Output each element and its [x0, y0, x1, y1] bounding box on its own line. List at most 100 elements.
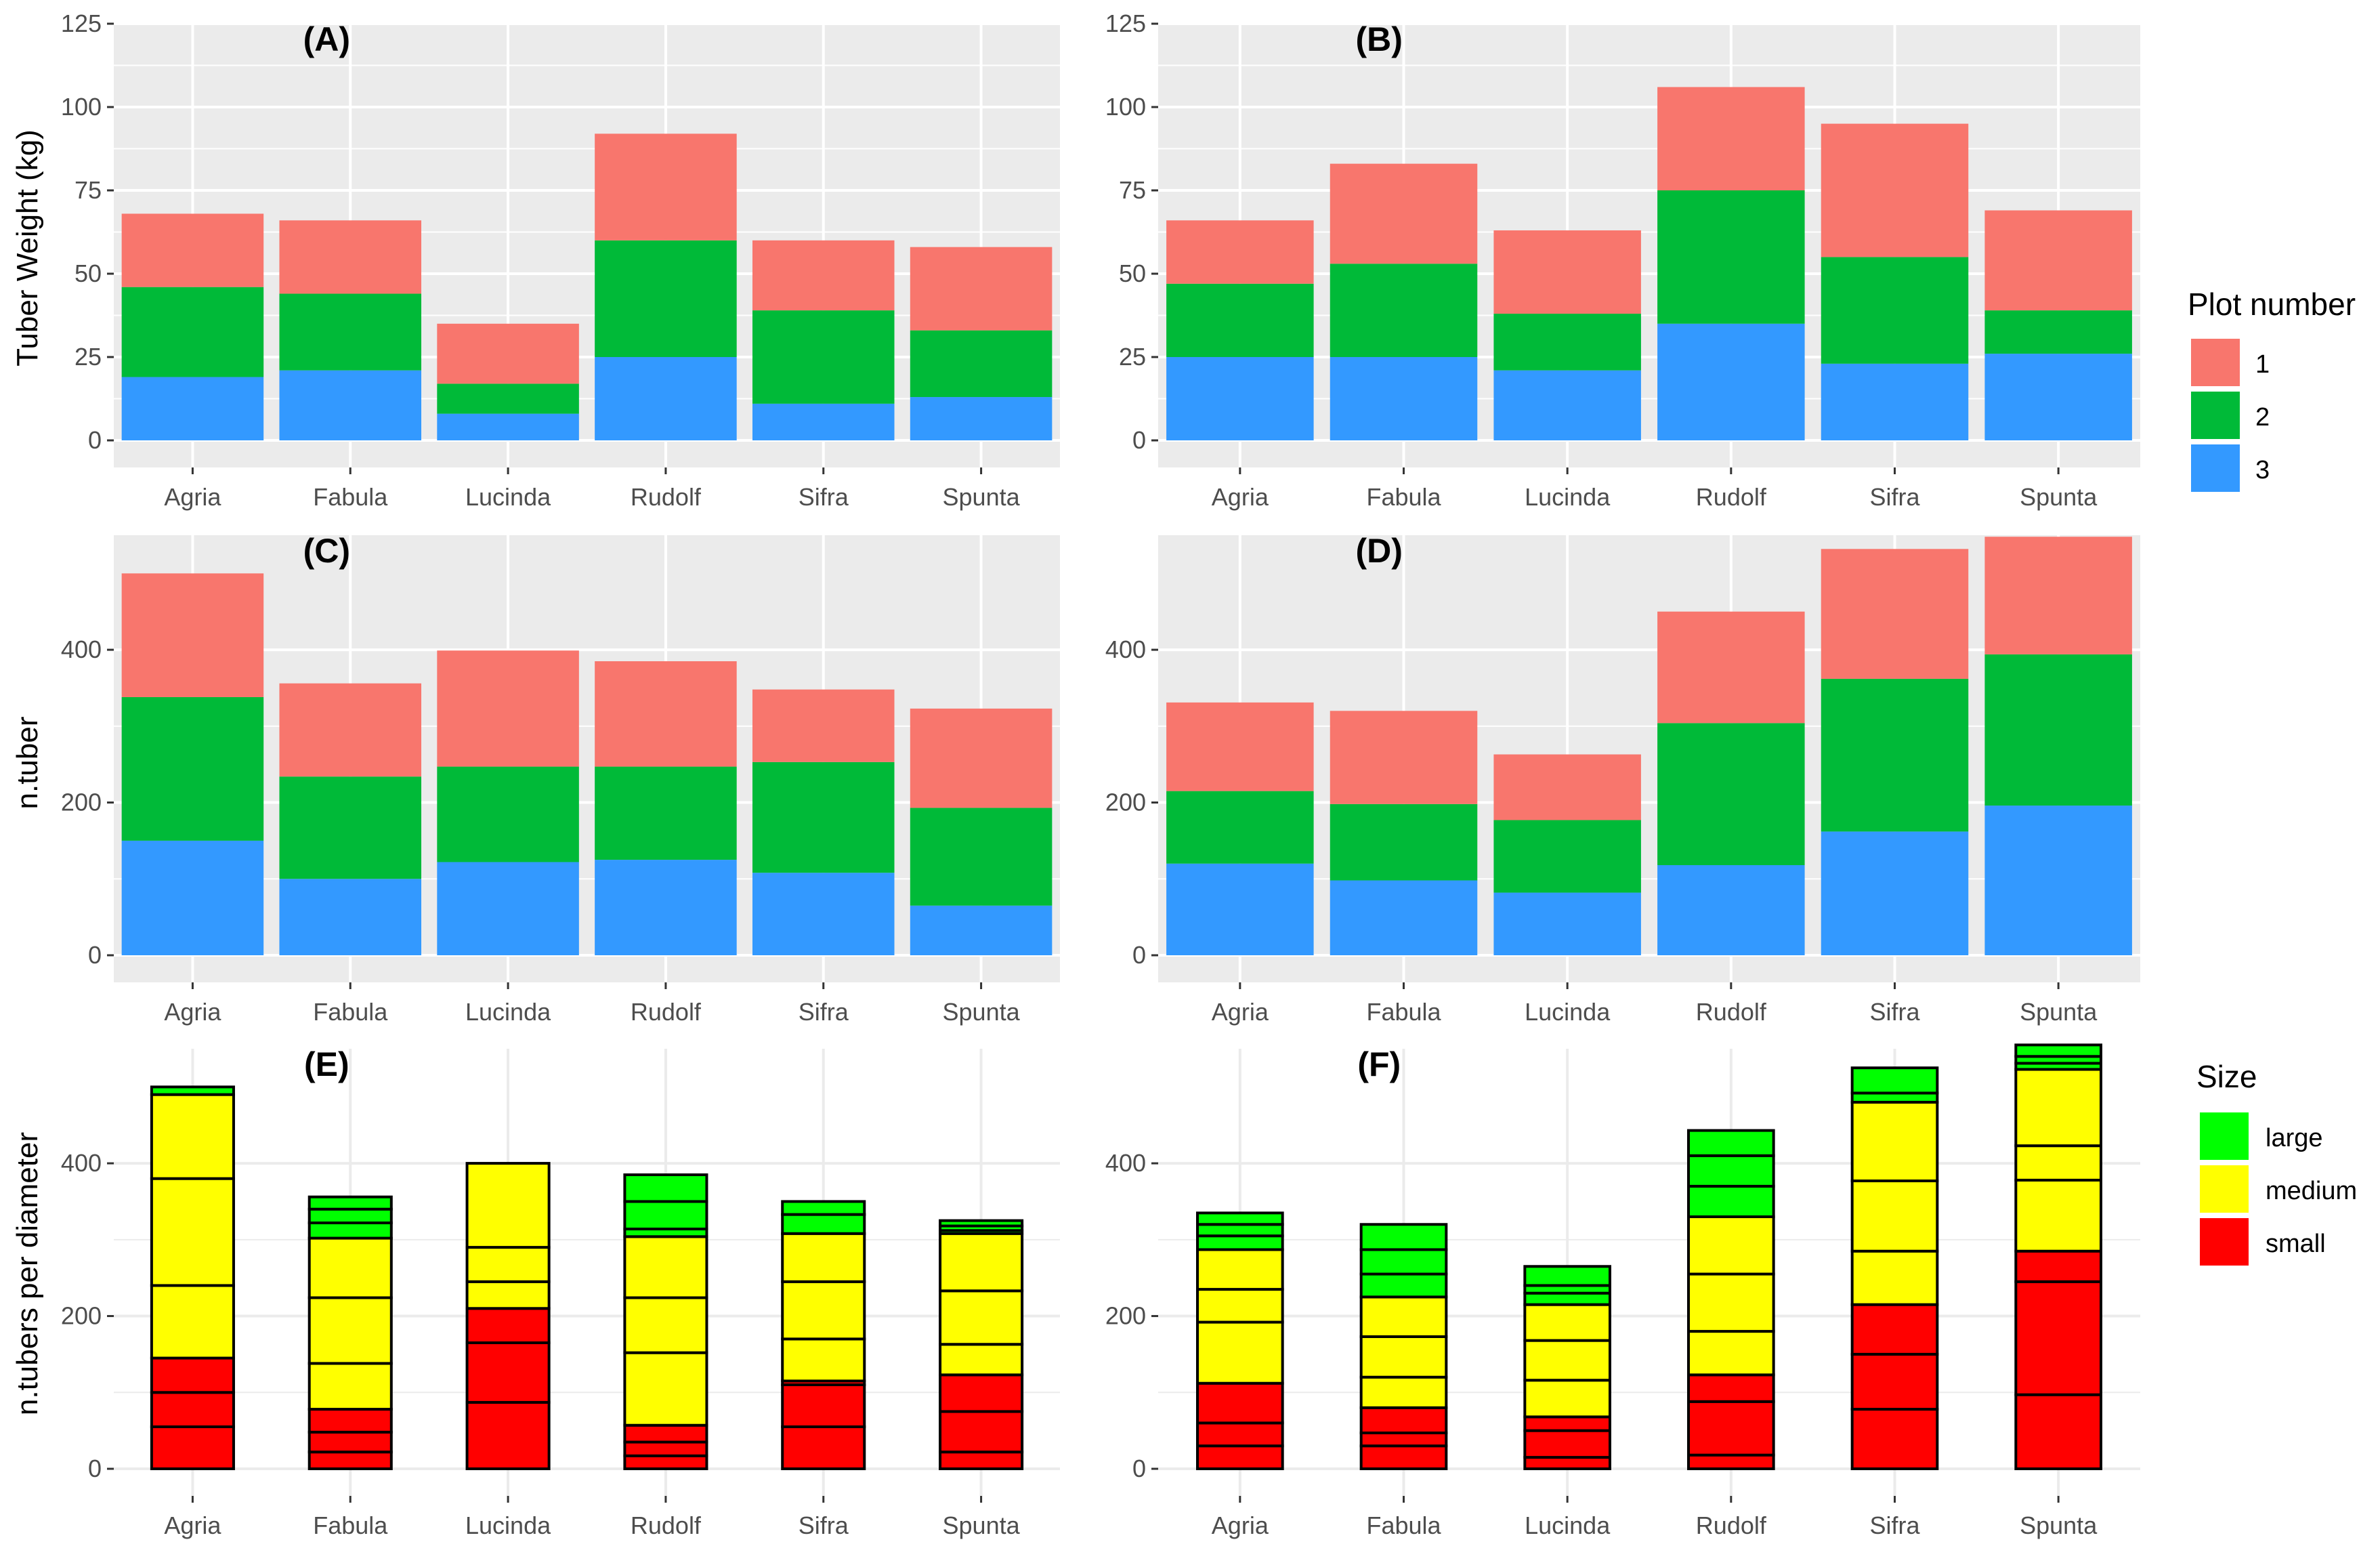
bar-e-rudolf-medium-seg3 — [623, 1351, 708, 1427]
bar-a-spunta-plot3 — [910, 397, 1053, 440]
x-tick-label-sifra: Sifra — [1869, 998, 1920, 1026]
y-tick-label: 0 — [88, 426, 102, 454]
y-tick-label: 0 — [1132, 1455, 1146, 1482]
x-tick-label-lucinda: Lucinda — [465, 1511, 551, 1539]
x-tick-label-fabula: Fabula — [1366, 1511, 1441, 1539]
bar-c-lucinda-plot1 — [437, 650, 579, 767]
bar-f-agria-large-seg6 — [1196, 1234, 1284, 1251]
bar-c-lucinda-plot2 — [437, 766, 579, 862]
x-tick-label-sifra: Sifra — [799, 998, 849, 1026]
legend-plot-swatch-3 — [2191, 444, 2240, 492]
y-tick-label: 200 — [61, 1302, 102, 1330]
x-tick-label-fabula: Fabula — [1366, 998, 1441, 1026]
bar-d-spunta-plot1 — [1984, 537, 2132, 654]
bar-c-agria-plot2 — [121, 696, 264, 841]
bar-e-rudolf-large-seg8 — [623, 1173, 708, 1203]
x-tick-label-fabula: Fabula — [313, 1511, 388, 1539]
x-tick-label-fabula: Fabula — [313, 998, 388, 1026]
legend-plot-number: Plot number 1 2 3 — [2188, 287, 2356, 492]
x-tick-label-agria: Agria — [164, 1511, 221, 1539]
x-tick-label-spunta: Spunta — [943, 483, 1021, 511]
legend-plot-swatch-2 — [2191, 392, 2240, 439]
bar-a-fabula-plot1 — [279, 220, 422, 294]
bar-f-agria-small-seg1 — [1196, 1421, 1284, 1448]
bar-b-rudolf-plot2 — [1657, 190, 1805, 324]
bar-f-lucinda-medium-seg5 — [1523, 1303, 1611, 1342]
bar-b-agria-plot2 — [1166, 283, 1314, 357]
y-tick-label: 0 — [1132, 941, 1146, 969]
bar-e-sifra-medium-seg4 — [781, 1280, 866, 1341]
bar-d-sifra-plot1 — [1821, 549, 1969, 679]
panel-f-title: (F) — [1357, 1045, 1401, 1083]
bar-a-fabula-plot3 — [279, 370, 422, 440]
bar-f-spunta-medium-seg3 — [2014, 1178, 2102, 1253]
bar-e-sifra-medium-seg3 — [781, 1337, 866, 1383]
panel-d-title: (D) — [1356, 532, 1403, 570]
bar-e-spunta-medium-seg5 — [939, 1232, 1024, 1293]
bar-d-sifra-plot3 — [1821, 831, 1969, 955]
y-title-weight: Tuber Weight (kg) — [11, 129, 44, 367]
bar-c-spunta-plot1 — [910, 708, 1053, 808]
bar-a-fabula-plot2 — [279, 293, 422, 371]
legend-plot-title: Plot number — [2188, 287, 2356, 322]
bar-b-lucinda-plot3 — [1493, 370, 1641, 440]
bar-a-sifra-plot1 — [752, 240, 895, 311]
panel-e-background — [114, 1049, 1060, 1496]
bar-f-rudolf-medium-seg5 — [1687, 1215, 1775, 1276]
bar-e-rudolf-medium-seg5 — [623, 1235, 708, 1299]
bar-d-lucinda-plot3 — [1493, 892, 1641, 955]
bar-f-sifra-large-seg7 — [1850, 1066, 1939, 1095]
x-tick-label-agria: Agria — [1212, 483, 1269, 511]
bar-d-lucinda-plot2 — [1493, 820, 1641, 893]
bar-f-sifra-medium-seg3 — [1850, 1249, 1939, 1306]
panel-f: 0 200 400 Agria Fabula Lucinda Rudolf Sifra Spun… — [1105, 1043, 2140, 1539]
y-title-per-diameter: n.tubers per diameter — [11, 1132, 44, 1415]
x-tick-label-spunta: Spunta — [2020, 1511, 2098, 1539]
bar-f-fabula-large-seg8 — [1359, 1223, 1448, 1251]
x-tick-label-sifra: Sifra — [799, 483, 849, 511]
bar-e-lucinda-small-seg0 — [465, 1400, 551, 1470]
bar-e-fabula-large-seg8 — [307, 1195, 393, 1211]
bar-a-spunta-plot1 — [910, 247, 1053, 331]
y-tick-label: 125 — [61, 9, 102, 37]
bar-f-spunta-medium-seg4 — [2014, 1144, 2102, 1182]
legend-plot-label-1: 1 — [2255, 350, 2270, 379]
bar-e-spunta-small-seg1 — [939, 1410, 1024, 1454]
y-tick-label: 400 — [1105, 635, 1146, 663]
panel-e: 0 200 400 Agria Fabula Lucinda Rudolf Sifra Spun… — [61, 1045, 1060, 1539]
bar-f-fabula-small-seg1 — [1359, 1432, 1448, 1448]
bar-f-spunta-large-seg8 — [2014, 1043, 2102, 1058]
bar-e-spunta-small-seg2 — [939, 1373, 1024, 1413]
bar-d-agria-plot1 — [1166, 702, 1314, 791]
bar-a-lucinda-plot3 — [437, 413, 579, 440]
bar-c-lucinda-plot3 — [437, 862, 579, 955]
bar-e-lucinda-small-seg2 — [465, 1307, 551, 1344]
legend-plot-swatch-1 — [2191, 339, 2240, 386]
x-tick-label-spunta: Spunta — [2020, 998, 2098, 1026]
bar-e-rudolf-small-seg0 — [623, 1454, 708, 1471]
bar-e-agria-medium-seg5 — [150, 1093, 235, 1180]
bar-b-sifra-plot3 — [1821, 363, 1969, 440]
y-tick-label: 0 — [88, 1455, 102, 1482]
bar-e-agria-medium-seg3 — [150, 1284, 235, 1360]
x-tick-label-agria: Agria — [164, 483, 221, 511]
bar-e-sifra-medium-seg5 — [781, 1232, 866, 1283]
bar-e-rudolf-large-seg7 — [623, 1200, 708, 1231]
bar-c-agria-plot3 — [121, 840, 264, 955]
bar-f-agria-small-seg0 — [1196, 1444, 1284, 1471]
bar-e-sifra-small-seg1 — [781, 1383, 866, 1428]
y-tick-label: 25 — [1119, 343, 1146, 371]
panel-b-background — [1158, 24, 2140, 467]
bar-c-rudolf-plot3 — [595, 860, 737, 955]
panel-c-title: (C) — [303, 532, 350, 570]
bar-b-lucinda-plot1 — [1493, 230, 1641, 314]
bar-e-spunta-small-seg0 — [939, 1451, 1024, 1470]
bar-e-agria-small-seg1 — [150, 1391, 235, 1428]
x-tick-label-agria: Agria — [1212, 998, 1269, 1026]
y-tick-label: 0 — [88, 941, 102, 969]
bar-f-fabula-large-seg6 — [1359, 1272, 1448, 1299]
bar-f-rudolf-large-seg6 — [1687, 1184, 1775, 1218]
y-tick-label: 50 — [75, 259, 102, 287]
bar-a-agria-plot2 — [121, 287, 264, 377]
